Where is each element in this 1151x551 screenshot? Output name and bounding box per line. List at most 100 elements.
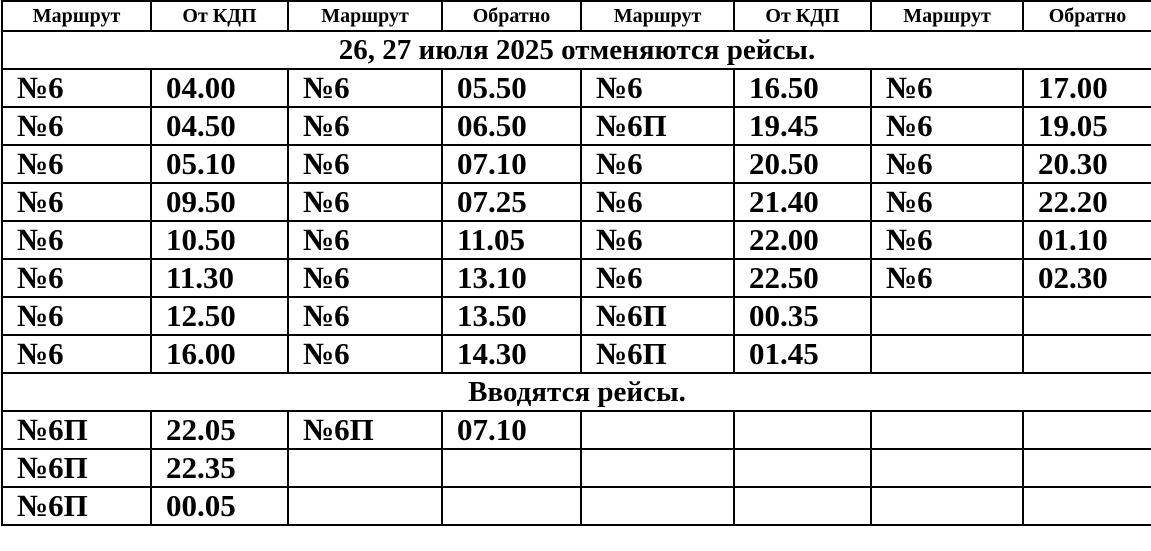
route-cell: №6П <box>580 334 735 374</box>
table-row: №6 04.50 №6 06.50 №6П 19.45 №6 19.05 <box>1 106 1151 146</box>
route-cell: №6 <box>580 144 735 184</box>
route-cell <box>870 410 1024 450</box>
schedule-table: Маршрут От КДП Маршрут Обратно Маршрут От КДП… <box>1 0 1151 526</box>
route-cell <box>870 296 1024 336</box>
route-cell <box>287 486 443 526</box>
added-section-title: Вводятся рейсы. <box>1 372 1151 412</box>
route-cell: №6 <box>870 182 1024 222</box>
time-cell: 01.10 <box>1022 220 1151 260</box>
route-cell: №6 <box>580 68 735 108</box>
time-cell: 11.30 <box>150 258 289 298</box>
route-cell: №6 <box>1 144 152 184</box>
time-cell: 11.05 <box>441 220 582 260</box>
time-cell: 22.20 <box>1022 182 1151 222</box>
time-cell: 16.50 <box>733 68 872 108</box>
added-section-title-row: Вводятся рейсы. <box>1 372 1151 412</box>
route-cell: №6 <box>1 258 152 298</box>
cancelled-section-title-row: 26, 27 июля 2025 отменяются рейсы. <box>1 30 1151 70</box>
column-header: Маршрут <box>870 0 1024 32</box>
table-row: №6 16.00 №6 14.30 №6П 01.45 <box>1 334 1151 374</box>
time-cell: 12.50 <box>150 296 289 336</box>
time-cell <box>1022 448 1151 488</box>
time-cell: 20.50 <box>733 144 872 184</box>
time-cell: 00.35 <box>733 296 872 336</box>
route-cell: №6 <box>1 106 152 146</box>
route-cell: №6П <box>1 486 152 526</box>
time-cell <box>1022 296 1151 336</box>
route-cell: №6 <box>1 296 152 336</box>
cancelled-section-title: 26, 27 июля 2025 отменяются рейсы. <box>1 30 1151 70</box>
time-cell: 06.50 <box>441 106 582 146</box>
time-cell: 20.30 <box>1022 144 1151 184</box>
route-cell: №6П <box>580 106 735 146</box>
time-cell: 04.00 <box>150 68 289 108</box>
route-cell: №6 <box>870 144 1024 184</box>
route-cell <box>580 410 735 450</box>
time-cell <box>1022 334 1151 374</box>
route-cell: №6 <box>287 182 443 222</box>
time-cell: 01.45 <box>733 334 872 374</box>
route-cell: №6П <box>1 410 152 450</box>
time-cell: 13.10 <box>441 258 582 298</box>
time-cell: 09.50 <box>150 182 289 222</box>
column-header: Маршрут <box>1 0 152 32</box>
column-header: Маршрут <box>287 0 443 32</box>
route-cell: №6 <box>287 106 443 146</box>
time-cell: 04.50 <box>150 106 289 146</box>
time-cell <box>733 448 872 488</box>
time-cell: 07.10 <box>441 144 582 184</box>
route-cell: №6 <box>870 220 1024 260</box>
table-row: №6 09.50 №6 07.25 №6 21.40 №6 22.20 <box>1 182 1151 222</box>
time-cell <box>733 410 872 450</box>
route-cell: №6П <box>287 410 443 450</box>
table-row: №6П 22.35 <box>1 448 1151 488</box>
route-cell: №6 <box>1 220 152 260</box>
route-cell: №6П <box>580 296 735 336</box>
table-row: №6П 00.05 <box>1 486 1151 526</box>
table-row: №6 04.00 №6 05.50 №6 16.50 №6 17.00 <box>1 68 1151 108</box>
time-cell: 22.00 <box>733 220 872 260</box>
time-cell: 13.50 <box>441 296 582 336</box>
route-cell <box>870 448 1024 488</box>
route-cell: №6 <box>287 296 443 336</box>
route-cell: №6 <box>580 182 735 222</box>
time-cell: 19.45 <box>733 106 872 146</box>
route-cell <box>870 486 1024 526</box>
route-cell: №6 <box>870 68 1024 108</box>
route-cell: №6 <box>1 68 152 108</box>
time-cell: 02.30 <box>1022 258 1151 298</box>
time-cell: 22.35 <box>150 448 289 488</box>
column-header: Обратно <box>1022 0 1151 32</box>
route-cell <box>580 448 735 488</box>
route-cell: №6 <box>580 220 735 260</box>
time-cell: 07.10 <box>441 410 582 450</box>
route-cell: №6 <box>287 334 443 374</box>
time-cell <box>733 486 872 526</box>
route-cell <box>580 486 735 526</box>
route-cell: №6 <box>287 220 443 260</box>
time-cell: 07.25 <box>441 182 582 222</box>
route-cell: №6 <box>870 106 1024 146</box>
route-cell: №6 <box>287 258 443 298</box>
column-header: Обратно <box>441 0 582 32</box>
time-cell: 21.40 <box>733 182 872 222</box>
route-cell <box>870 334 1024 374</box>
time-cell <box>441 448 582 488</box>
time-cell: 14.30 <box>441 334 582 374</box>
time-cell <box>441 486 582 526</box>
column-header: От КДП <box>733 0 872 32</box>
time-cell <box>1022 486 1151 526</box>
time-cell <box>1022 410 1151 450</box>
time-cell: 05.50 <box>441 68 582 108</box>
column-header: Маршрут <box>580 0 735 32</box>
route-cell: №6П <box>1 448 152 488</box>
time-cell: 19.05 <box>1022 106 1151 146</box>
table-row: №6 12.50 №6 13.50 №6П 00.35 <box>1 296 1151 336</box>
header-row: Маршрут От КДП Маршрут Обратно Маршрут От КДП… <box>1 0 1151 32</box>
time-cell: 22.50 <box>733 258 872 298</box>
time-cell: 05.10 <box>150 144 289 184</box>
column-header: От КДП <box>150 0 289 32</box>
time-cell: 10.50 <box>150 220 289 260</box>
route-cell: №6 <box>287 144 443 184</box>
time-cell: 22.05 <box>150 410 289 450</box>
